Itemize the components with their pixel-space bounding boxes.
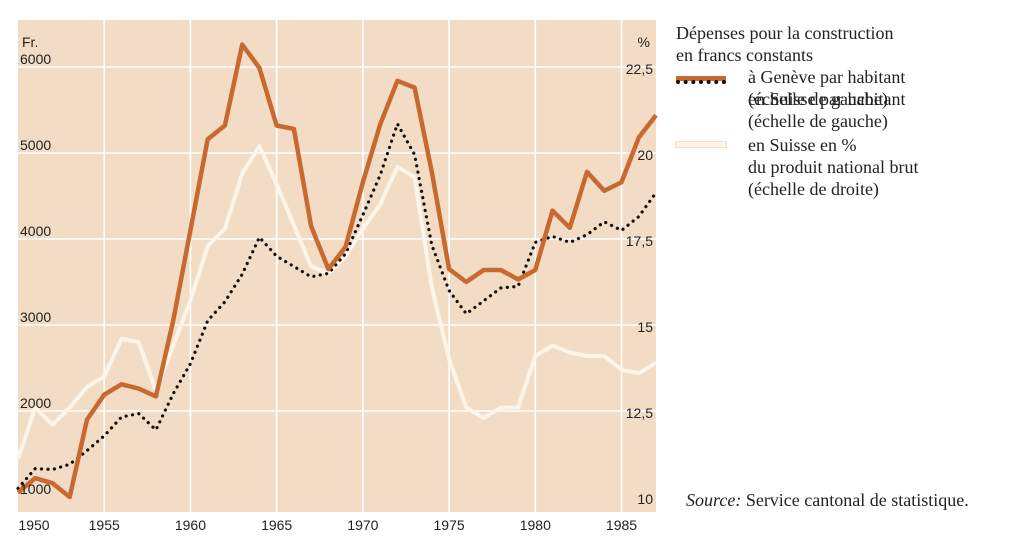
right-tick-label-12-5: 12,5	[626, 405, 653, 421]
source-label: Source:	[686, 490, 742, 510]
legend: Dépenses pour la construction en francs …	[676, 22, 1016, 200]
x-tick-label-1960: 1960	[175, 517, 206, 533]
source-note: Source: Service cantonal de statistique.	[686, 490, 969, 511]
legend-swatch-geneve	[676, 76, 726, 81]
left-tick-label-4000: 4000	[20, 223, 51, 239]
left-tick-label-6000: 6000	[20, 51, 51, 67]
legend-label-suisse-pct-line2: du produit national brut	[748, 157, 919, 177]
x-tick-label-1985: 1985	[606, 517, 637, 533]
legend-label-suisse-hab-line1: en Suisse par habitant	[748, 89, 906, 109]
legend-label-suisse-pct-line3: (échelle de droite)	[748, 179, 879, 199]
source-text: Service cantonal de statistique.	[741, 490, 969, 510]
series-line-geneve	[16, 42, 658, 500]
x-tick-label-1970: 1970	[347, 517, 378, 533]
right-tick-label-20: 20	[637, 147, 653, 163]
x-tick-label-1950: 1950	[18, 517, 49, 533]
right-tick-label-17-5: 17,5	[626, 233, 653, 249]
legend-swatch-suisse-pct	[676, 142, 726, 147]
series-line-suisse-hab	[16, 119, 658, 490]
legend-item-suisse-hab: en Suisse par habitant (échelle de gauch…	[676, 80, 1016, 132]
right-tick-label-10: 10	[637, 491, 653, 507]
left-tick-label-5000: 5000	[20, 137, 51, 153]
legend-item-suisse-pct: en Suisse en % du produit national brut …	[676, 134, 1016, 200]
x-tick-label-1965: 1965	[261, 517, 292, 533]
legend-label-geneve-line1: à Genève par habitant	[748, 67, 906, 87]
legend-item-geneve: à Genève par habitant (échelle de gauche…	[676, 66, 1016, 110]
x-tick-label-1975: 1975	[434, 517, 465, 533]
legend-swatch-suisse-hab	[676, 80, 726, 84]
legend-title-line2: en francs constants	[676, 45, 813, 65]
left-axis-unit-label: Fr.	[22, 34, 38, 50]
legend-title-line1: Dépenses pour la construction	[676, 23, 894, 43]
left-tick-label-1000: 1000	[20, 481, 51, 497]
left-tick-label-2000: 2000	[20, 395, 51, 411]
right-tick-label-22-5: 22,5	[626, 61, 653, 77]
x-tick-label-1980: 1980	[520, 517, 551, 533]
right-tick-label-15: 15	[637, 319, 653, 335]
legend-label-suisse-pct-line1: en Suisse en %	[748, 135, 857, 155]
left-tick-label-3000: 3000	[20, 309, 51, 325]
legend-label-suisse-hab-line2: (échelle de gauche)	[748, 111, 888, 131]
x-tick-label-1955: 1955	[89, 517, 120, 533]
legend-label-geneve-line2: (échelle de gauche)	[748, 89, 888, 109]
legend-title: Dépenses pour la construction en francs …	[676, 22, 1016, 66]
right-axis-unit-label: %	[638, 34, 650, 50]
